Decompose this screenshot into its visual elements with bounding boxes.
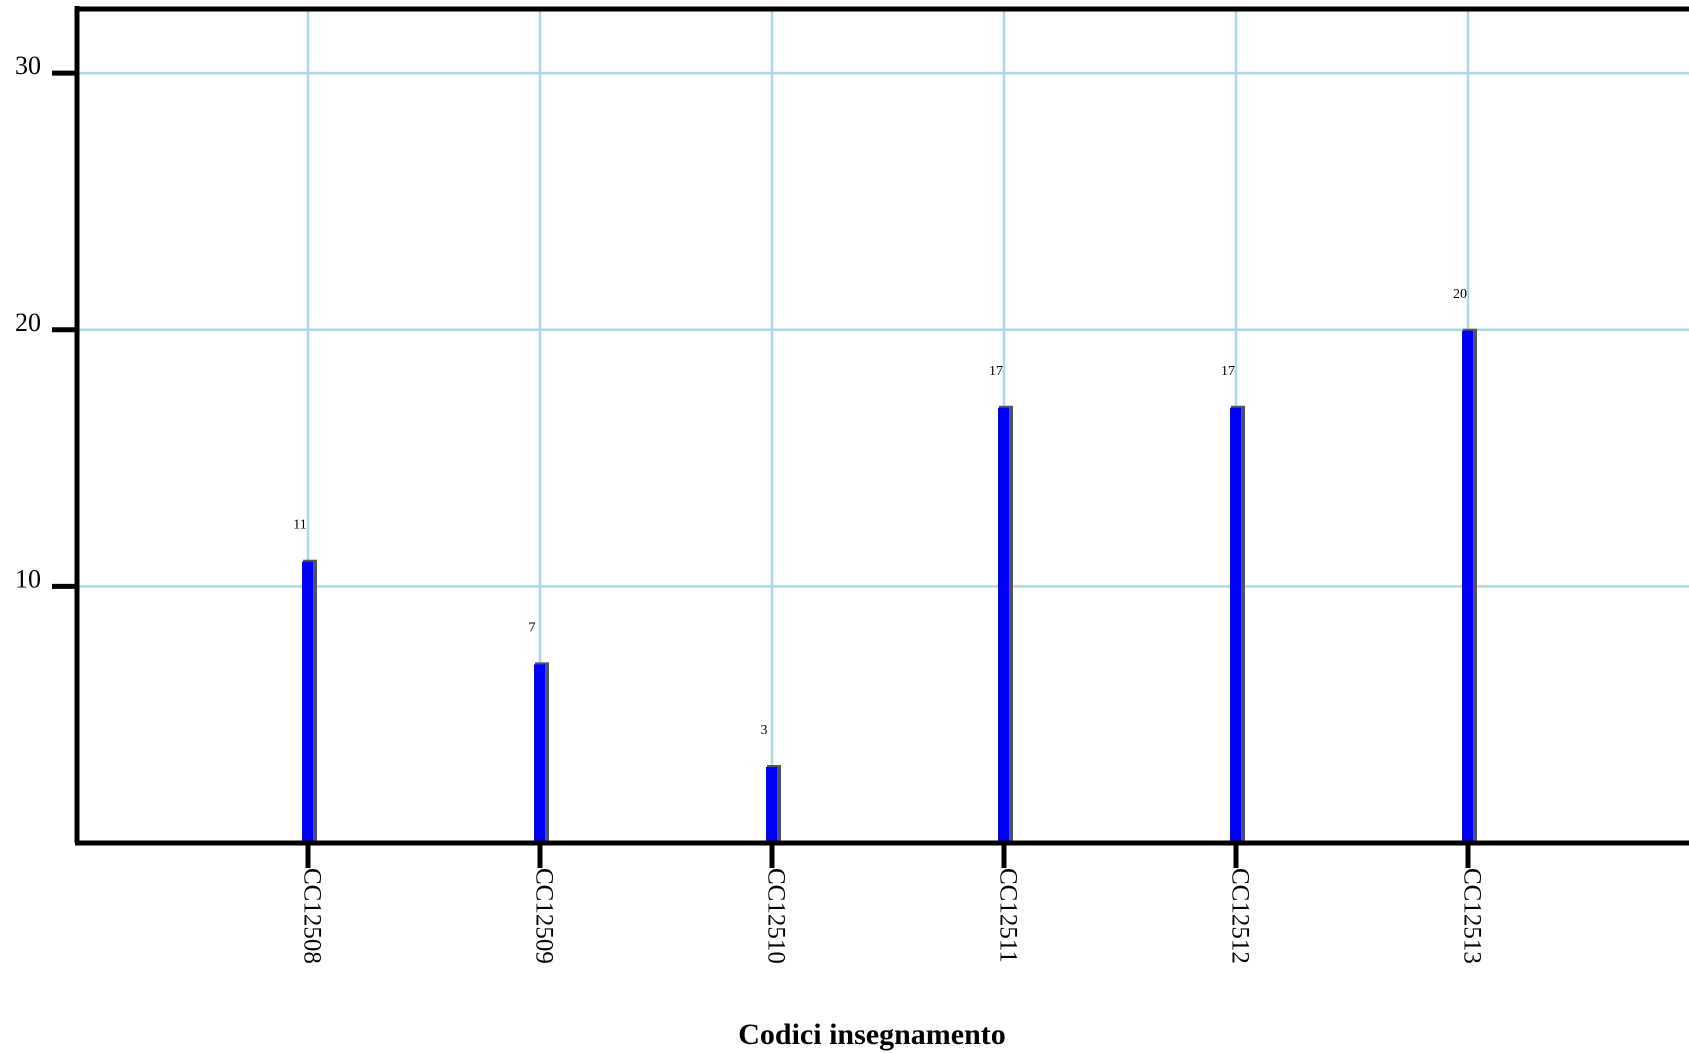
bar [998, 407, 1009, 843]
bar [534, 664, 545, 843]
data-label: 20 [1453, 287, 1467, 302]
x-tick-label: CC12509 [530, 868, 557, 964]
bar [302, 561, 313, 843]
grid-layer [77, 9, 1689, 843]
x-tick-label: CC12513 [1458, 868, 1485, 964]
y-tick-label: 20 [15, 308, 41, 337]
labels-layer: 10 20 30 11 CC12508 7 CC12509 3 CC12510 17 CC12511… [15, 51, 1485, 964]
data-label: 7 [529, 620, 536, 635]
data-label: 11 [293, 518, 306, 533]
data-label: 3 [761, 723, 768, 738]
data-label: 17 [989, 364, 1003, 379]
x-axis-title: Codici insegnamento [738, 1018, 1006, 1051]
y-tick-label: 10 [15, 564, 41, 593]
x-tick-label: CC12512 [1226, 868, 1253, 964]
bars-layer [302, 328, 1477, 843]
y-tick-label: 30 [15, 51, 41, 80]
x-tick-label: CC12510 [762, 868, 789, 964]
x-tick-label: CC12511 [994, 868, 1021, 963]
bar [1462, 330, 1473, 843]
bar [766, 767, 777, 843]
x-tick-label: CC12508 [298, 868, 325, 964]
bar [1230, 407, 1241, 843]
data-label: 17 [1221, 364, 1235, 379]
axes-layer [74, 6, 1689, 846]
